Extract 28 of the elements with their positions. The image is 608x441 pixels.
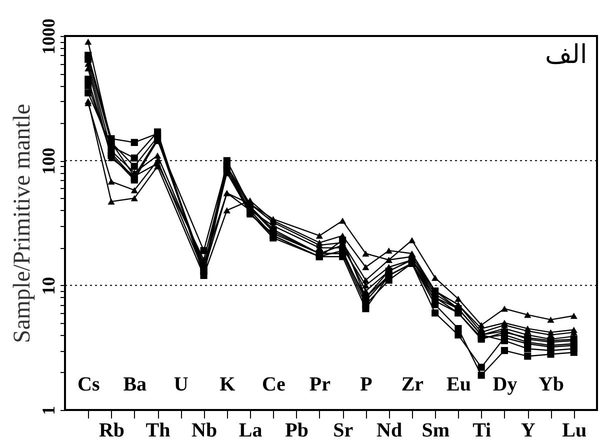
x-tick-label: La <box>238 420 262 441</box>
x-tick-label: Dy <box>492 374 518 396</box>
x-tick-label: Pr <box>309 374 331 396</box>
x-tick-label: P <box>360 374 372 396</box>
x-tick-label: Lu <box>562 420 587 441</box>
x-tick-label: Sm <box>422 420 450 441</box>
y-tick-label: 1000 <box>38 18 58 54</box>
y-axis-title: Sample/Primitive mantle <box>10 104 36 344</box>
x-tick-label: Y <box>520 420 536 441</box>
x-tick-label: Ti <box>472 420 492 441</box>
x-tick-label: Sr <box>333 420 354 441</box>
x-tick-label: Ce <box>262 374 286 396</box>
annotation: الف <box>545 40 587 69</box>
x-tick-label: Th <box>146 420 170 441</box>
y-tick-label: 10 <box>38 276 58 295</box>
x-tick-label: Rb <box>98 420 125 441</box>
x-tick-label: Nb <box>191 420 218 441</box>
x-tick-label: Zr <box>401 374 424 396</box>
x-tick-label: Eu <box>446 374 471 396</box>
y-tick-label: 1 <box>38 406 58 415</box>
y-tick-label: 100 <box>38 148 58 175</box>
x-tick-label: U <box>174 374 188 396</box>
x-tick-label: Ba <box>123 374 147 396</box>
x-tick-label: Cs <box>78 374 100 396</box>
x-tick-label: K <box>220 374 236 396</box>
x-tick-label: Yb <box>538 374 564 396</box>
x-tick-label: Pb <box>285 420 308 441</box>
x-tick-label: Nd <box>376 420 402 441</box>
